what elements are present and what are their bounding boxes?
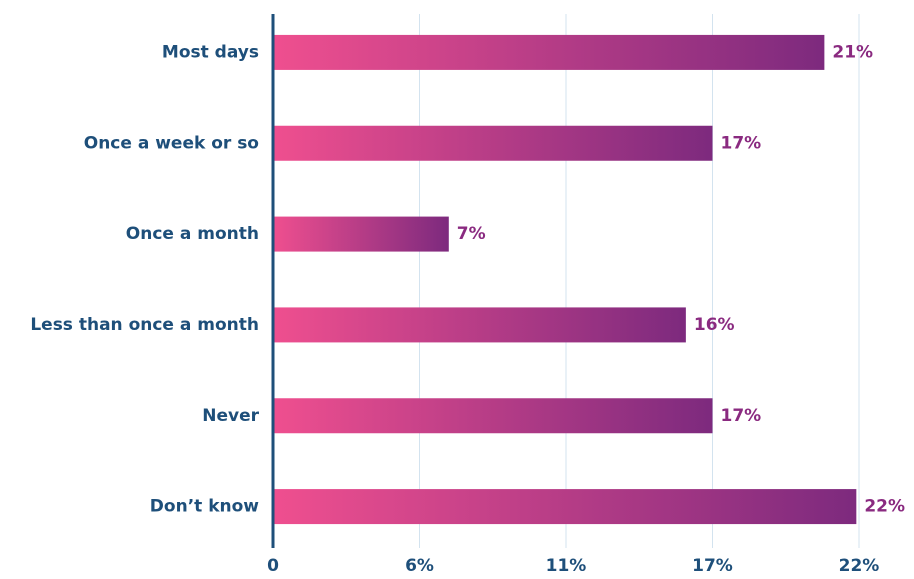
x-tick-label: 6% — [405, 556, 434, 575]
y-tick-label: Never — [202, 406, 259, 426]
y-tick-label: Once a week or so — [84, 133, 259, 153]
x-tick-label: 11% — [546, 556, 587, 575]
bar — [273, 307, 686, 343]
x-tick-label: 17% — [692, 556, 733, 575]
x-tick-label: 22% — [839, 556, 880, 575]
y-tick-label: Less than once a month — [30, 315, 259, 335]
value-label: 7% — [457, 224, 486, 244]
x-tick-label: 0 — [267, 556, 279, 575]
y-tick-label: Most days — [162, 42, 259, 62]
value-label: 17% — [721, 133, 762, 153]
bar — [273, 489, 857, 525]
bar — [273, 34, 825, 70]
y-tick-label: Once a month — [126, 224, 259, 244]
bar — [273, 398, 713, 434]
y-tick-label: Don’t know — [150, 497, 259, 517]
value-label: 22% — [864, 497, 905, 517]
value-label: 21% — [832, 42, 873, 62]
bar — [273, 216, 449, 252]
bar — [273, 125, 713, 161]
value-label: 17% — [721, 406, 762, 426]
value-label: 16% — [694, 315, 735, 335]
